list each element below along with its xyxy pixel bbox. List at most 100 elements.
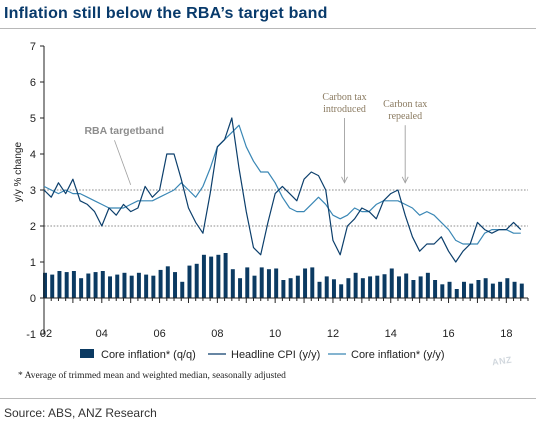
y-tick-label: 5 xyxy=(30,113,36,125)
annotation-pointer xyxy=(114,140,132,185)
x-tick-label: 16 xyxy=(442,328,454,340)
bar-core-qq xyxy=(411,280,416,298)
bar-core-qq xyxy=(440,284,445,298)
source-divider xyxy=(0,398,536,399)
line-series-layer xyxy=(43,117,522,263)
bar-core-qq xyxy=(476,280,481,298)
bar-core-qq xyxy=(389,268,394,298)
y-tick-label: 3 xyxy=(30,185,36,197)
source-note: Source: ABS, ANZ Research xyxy=(4,406,157,420)
bar-core-qq xyxy=(519,283,524,298)
annotation-carbon-tax-label: Carbon tax xyxy=(322,92,366,103)
bar-core-qq xyxy=(43,272,47,298)
annotation-arrowhead xyxy=(341,176,348,184)
bar-core-qq xyxy=(288,278,293,298)
bar-core-qq xyxy=(50,274,55,298)
y-tick-label: 0 xyxy=(30,293,36,305)
bar-core-qq xyxy=(447,281,452,298)
bar-core-qq xyxy=(122,272,127,298)
bar-core-qq xyxy=(151,275,156,298)
bar-core-qq xyxy=(187,265,192,298)
y-tick-label: 2 xyxy=(30,221,36,233)
bar-core-qq xyxy=(79,278,84,298)
x-tick-label: 10 xyxy=(269,328,281,340)
bar-core-qq xyxy=(165,266,170,298)
bar-core-qq xyxy=(462,281,466,298)
chart-area: 7 6 5 4 3 2 1 0 -1 02 04 06 08 10 12 14 16 18 y/y % change… xyxy=(0,30,536,394)
legend-label: Headline CPI (y/y) xyxy=(231,349,320,361)
annotation-arrowhead xyxy=(401,176,409,184)
bar-core-qq xyxy=(339,284,344,298)
x-tick-label: 08 xyxy=(211,328,223,340)
bar-core-qq xyxy=(100,271,105,298)
legend-label: Core inflation* (q/q) xyxy=(101,349,196,361)
bar-core-qq xyxy=(274,268,279,298)
bar-core-qq xyxy=(144,274,149,298)
y-tick-label: 7 xyxy=(30,41,36,53)
bar-core-qq xyxy=(281,280,286,298)
bar-core-qq xyxy=(310,267,315,298)
bar-core-qq xyxy=(158,269,163,298)
y-tick-label: 6 xyxy=(30,77,36,89)
x-tick-label: 06 xyxy=(153,328,165,340)
y-tick-label: -1 xyxy=(26,329,36,341)
line-headline-cpi xyxy=(43,117,522,263)
bar-core-qq xyxy=(57,271,62,298)
bar-core-qq xyxy=(259,267,264,298)
bar-core-qq xyxy=(201,254,206,298)
bar-core-qq xyxy=(173,272,178,298)
annotation-rba-target-band: RBA targetband xyxy=(84,125,164,137)
bar-core-qq xyxy=(425,272,430,298)
x-tick-label: 04 xyxy=(96,328,108,340)
bar-core-qq xyxy=(223,253,228,298)
bar-core-qq xyxy=(86,273,91,298)
bar-core-qq xyxy=(490,283,495,298)
bar-core-qq xyxy=(209,256,214,298)
bar-core-qq xyxy=(252,275,257,298)
chart-legend: Core inflation* (q/q) Headline CPI (y/y) C… xyxy=(80,349,445,361)
bar-core-qq xyxy=(512,281,517,298)
annotation-carbon-tax-label: repealed xyxy=(388,111,422,122)
bar-core-qq xyxy=(382,274,387,298)
bar-core-qq xyxy=(266,269,271,298)
bar-core-qq xyxy=(129,275,134,298)
bar-core-qq xyxy=(346,278,351,298)
target-band-layer xyxy=(44,189,528,227)
bar-core-qq xyxy=(108,276,112,298)
bar-core-qq xyxy=(238,278,243,298)
bar-core-qq xyxy=(64,272,69,298)
bar-core-qq xyxy=(216,254,221,298)
annotation-carbon-tax-label: Carbon tax xyxy=(383,99,427,110)
bar-core-qq xyxy=(360,278,365,298)
bar-core-qq xyxy=(136,272,141,298)
title-divider xyxy=(0,28,536,29)
chart-footnote-layer: * Average of trimmed mean and weighted m… xyxy=(18,370,286,381)
bar-core-qq xyxy=(230,269,235,298)
bar-core-qq xyxy=(317,281,322,298)
annotation-carbon-tax-label: introduced xyxy=(323,104,366,115)
y-tick-label: 1 xyxy=(30,257,36,269)
bar-core-qq xyxy=(324,276,329,298)
legend-swatch-bar xyxy=(80,349,94,358)
bar-series-layer xyxy=(43,253,524,298)
bar-core-qq xyxy=(303,268,308,298)
bar-core-qq xyxy=(396,276,401,298)
legend-label: Core inflation* (y/y) xyxy=(351,349,445,361)
x-tick-label: 18 xyxy=(500,328,512,340)
bar-core-qq xyxy=(295,275,300,298)
bar-core-qq xyxy=(418,276,423,298)
chart-footnote: * Average of trimmed mean and weighted m… xyxy=(18,370,286,381)
bar-core-qq xyxy=(331,279,336,298)
bar-core-qq xyxy=(469,283,474,298)
x-tick-label: 02 xyxy=(40,328,52,340)
bar-core-qq xyxy=(194,263,199,298)
bar-core-qq xyxy=(498,281,503,298)
bar-core-qq xyxy=(93,272,98,298)
bar-core-qq xyxy=(433,280,438,298)
bar-core-qq xyxy=(505,278,510,298)
x-tick-label: 14 xyxy=(385,328,397,340)
bar-core-qq xyxy=(375,275,380,298)
bar-core-qq xyxy=(483,278,488,298)
